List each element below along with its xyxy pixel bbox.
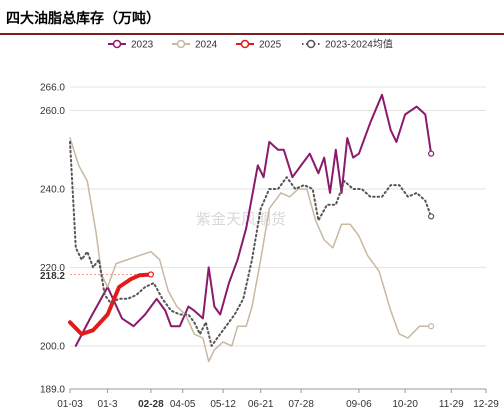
current-value-label: 218.2	[40, 271, 65, 282]
y-tick-label: 189.0	[40, 385, 65, 396]
x-tick-label: 06-21	[248, 399, 274, 410]
legend-item-2[interactable]: 2025	[236, 40, 282, 51]
watermark-text: 紫金天风期货	[196, 210, 286, 228]
series-line-3	[69, 140, 433, 347]
legend-label-1: 2024	[195, 40, 218, 51]
x-tick-label: 07-28	[288, 399, 314, 410]
legend[interactable]: 2023 2024 2025 2023-2024均值	[108, 38, 393, 51]
legend-label-2: 2025	[259, 40, 282, 51]
title-underline	[0, 33, 504, 35]
legend-label-3: 2023-2024均值	[325, 38, 393, 51]
legend-marker-3	[306, 39, 316, 49]
x-tick-label: 12-29	[473, 399, 499, 410]
series	[68, 93, 435, 363]
x-tick-label: 01-3	[98, 399, 118, 410]
x-tick-label: 10-20	[392, 399, 418, 410]
series-line-2	[68, 272, 153, 337]
legend-item-3[interactable]: 2023-2024均值	[302, 38, 393, 51]
series-line-0	[74, 93, 433, 347]
series-end-marker-3	[428, 213, 435, 220]
x-tick-label: 04-05	[170, 399, 196, 410]
legend-marker-2	[240, 39, 250, 49]
legend-label-0: 2023	[131, 40, 154, 51]
chart-title: 四大油脂总库存（万吨）	[6, 11, 160, 27]
y-tick-label: 200.0	[40, 341, 65, 352]
y-tick-label: 266.0	[40, 83, 65, 94]
x-tick-label: 05-12	[210, 399, 236, 410]
x-tick-label: 11-29	[439, 399, 464, 410]
x-tick-label: 09-06	[346, 399, 372, 410]
x-tick-label: 01-03	[57, 399, 83, 410]
watermark: 紫金天风期货	[196, 210, 286, 228]
legend-marker-0	[112, 39, 122, 49]
legend-item-0[interactable]: 2023	[108, 40, 154, 51]
y-tick-label: 220.0	[40, 263, 65, 274]
x-tick-label-highlight: 02-28	[138, 399, 164, 410]
grid	[70, 86, 486, 390]
series-end-marker-0	[428, 150, 435, 157]
axes: 266.0 260.0 240.0 220.0 200.0 189.0 01-03 01-3 0…	[40, 83, 499, 411]
y-tick-label: 260.0	[40, 106, 65, 117]
y-tick-label: 240.0	[40, 184, 65, 195]
legend-marker-1	[176, 39, 186, 49]
series-end-marker-2	[147, 271, 154, 278]
legend-item-1[interactable]: 2024	[172, 40, 218, 51]
series-line-1	[69, 137, 432, 363]
series-end-marker-1	[428, 323, 435, 330]
